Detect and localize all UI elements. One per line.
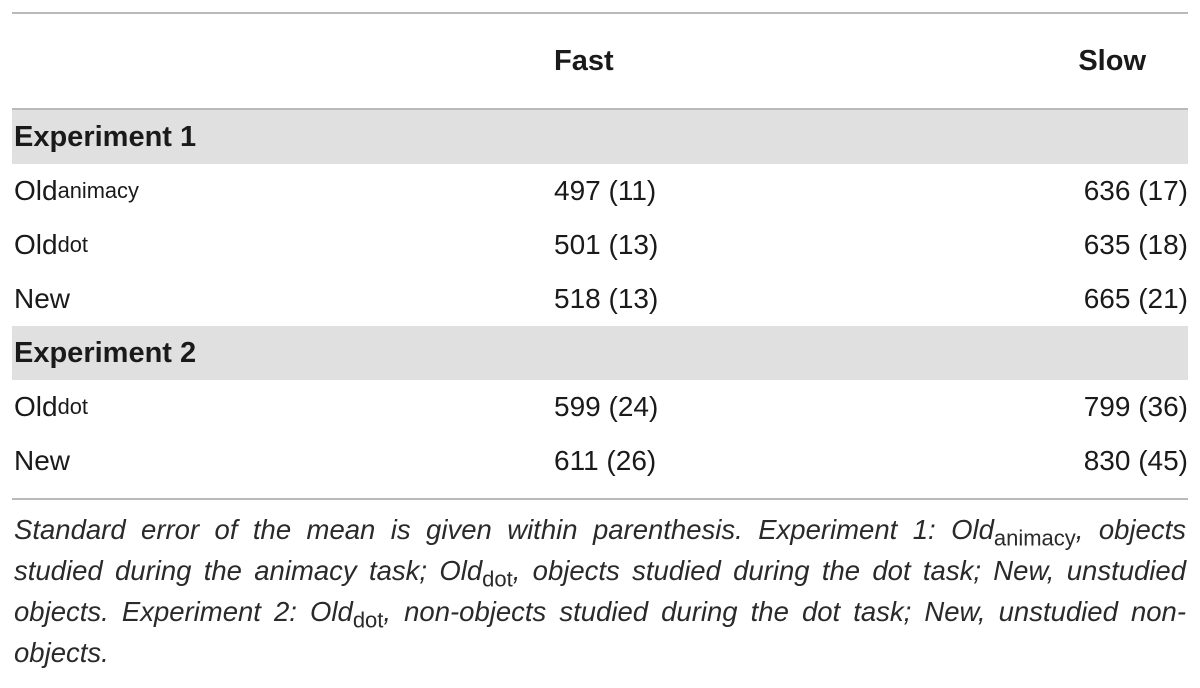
footnote-text: , non-objects studied during the dot tas… (14, 596, 1186, 668)
bottom-rule (12, 498, 1188, 500)
row-label: New (14, 434, 70, 488)
section-title: Experiment 1 (14, 120, 197, 153)
table-row: New 518 (13) 665 (21) (12, 272, 1188, 326)
table-row: Old animacy 497 (11) 636 (17) (12, 164, 1188, 218)
table-row: Old dot 501 (13) 635 (18) (12, 218, 1188, 272)
footnote-subscript: animacy (993, 525, 1076, 551)
fast-value: 518 (13) (554, 283, 659, 314)
footnote-text: Standard error of the mean is given with… (14, 514, 994, 545)
table-row: Old dot 599 (24) 799 (36) (12, 380, 1188, 434)
slow-value: 635 (18) (1083, 229, 1188, 260)
row-label: Old animacy (14, 175, 139, 206)
fast-value: 501 (13) (554, 229, 659, 260)
row-label: Old dot (14, 229, 88, 260)
table-footnote: Standard error of the mean is given with… (14, 509, 1186, 673)
row-label-base: Old (14, 391, 58, 422)
fast-value: 497 (11) (554, 175, 657, 206)
footnote-text: , objects studied during the dot task; N… (14, 555, 1186, 627)
header-row: Fast Slow (12, 14, 1188, 108)
section-row: Experiment 1 (12, 110, 1188, 164)
data-table: Fast Slow Experiment 1 Old animacy 497 (1… (12, 12, 1188, 500)
row-label-base: New (14, 445, 71, 476)
row-label: Old dot (14, 391, 88, 422)
footnote-subscript: dot (482, 566, 513, 592)
footnote-text: , objects studied during the animacy tas… (14, 514, 1186, 586)
row-label: New (14, 272, 70, 326)
row-label-base: Old (14, 229, 58, 260)
footnote-subscript: dot (352, 607, 384, 633)
header-fast: Fast (554, 44, 614, 77)
header-slow: Slow (1078, 44, 1146, 77)
section-row: Experiment 2 (12, 326, 1188, 380)
slow-value: 665 (21) (1083, 283, 1188, 314)
slow-value: 636 (17) (1083, 175, 1188, 206)
table-row: New 611 (26) 830 (45) (12, 434, 1188, 488)
section-title: Experiment 2 (14, 336, 197, 369)
fast-value: 599 (24) (554, 391, 659, 422)
row-label-base: New (14, 283, 71, 314)
header-rule (12, 108, 1188, 110)
fast-value: 611 (26) (554, 445, 657, 476)
slow-value: 830 (45) (1083, 445, 1188, 476)
row-label-base: Old (14, 175, 58, 206)
top-rule (12, 12, 1188, 14)
slow-value: 799 (36) (1083, 391, 1188, 422)
